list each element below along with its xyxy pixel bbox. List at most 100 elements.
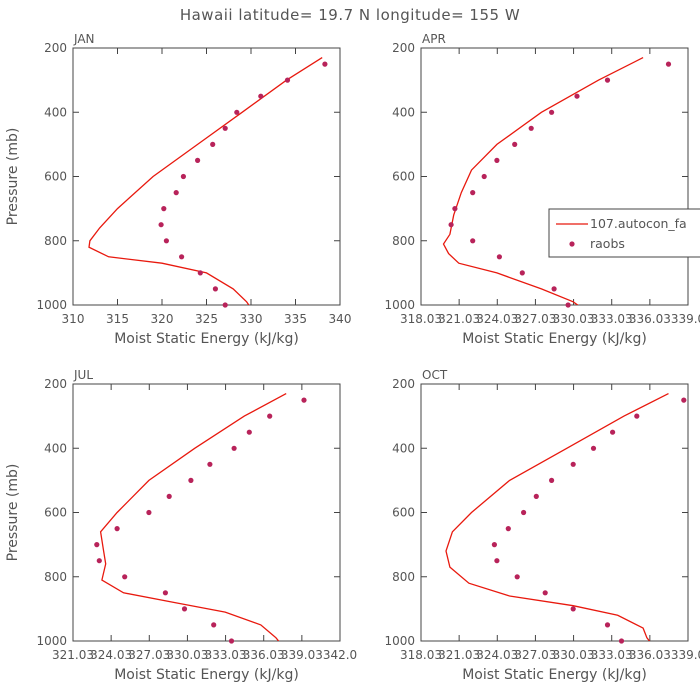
y-tick-label: 200 <box>44 41 67 55</box>
legend-obs-swatch <box>569 241 575 247</box>
obs-point <box>246 429 252 435</box>
obs-point <box>634 413 640 419</box>
obs-point <box>448 222 454 228</box>
panel-oct: OCT318.03321.03324.03327.03330.03333.033… <box>384 368 700 683</box>
x-tick-label: 336.03 <box>629 312 671 326</box>
panel-label: JAN <box>73 32 95 46</box>
x-tick-label: 321.03 <box>438 648 480 662</box>
obs-point <box>258 93 264 99</box>
obs-point <box>158 222 164 228</box>
obs-point <box>549 109 555 115</box>
x-tick-label: 325 <box>195 312 218 326</box>
x-tick-label: 327.03 <box>514 312 556 326</box>
panel-apr: APR318.03321.03324.03327.03330.03333.033… <box>384 32 700 347</box>
x-axis-title: Moist Static Energy (kJ/kg) <box>462 331 647 347</box>
y-tick-label: 1000 <box>384 634 415 648</box>
obs-point <box>188 477 194 483</box>
x-axis-title: Moist Static Energy (kJ/kg) <box>114 331 299 347</box>
panel-jul: JUL321.03324.03327.03330.03333.03336.033… <box>5 368 357 683</box>
legend-box <box>548 208 700 258</box>
y-tick-label: 200 <box>44 377 67 391</box>
obs-point <box>512 141 518 147</box>
obs-point <box>618 638 625 644</box>
x-tick-label: 321.03 <box>52 648 94 662</box>
x-tick-label: 333.03 <box>591 648 633 662</box>
model-series-line <box>88 57 323 305</box>
obs-point <box>551 286 557 292</box>
x-tick-label: 310 <box>62 312 85 326</box>
x-tick-label: 324.03 <box>476 312 518 326</box>
x-tick-label: 330.03 <box>553 648 595 662</box>
obs-point <box>570 461 576 467</box>
x-tick-label: 330.03 <box>553 312 595 326</box>
obs-point <box>590 445 597 451</box>
y-tick-label: 600 <box>44 506 67 520</box>
obs-point <box>173 190 179 196</box>
obs-point <box>542 590 548 596</box>
x-tick-label: 342.0 <box>323 648 357 662</box>
obs-point <box>207 461 213 467</box>
obs-point <box>94 542 100 548</box>
obs-point <box>570 606 576 612</box>
x-tick-label: 339.03 <box>281 648 323 662</box>
y-tick-label: 800 <box>44 570 67 584</box>
x-tick-label: 330 <box>240 312 263 326</box>
y-tick-label: 400 <box>44 105 67 119</box>
obs-point <box>222 125 228 131</box>
obs-point <box>228 638 235 644</box>
obs-point <box>212 286 218 292</box>
y-tick-label: 200 <box>392 377 415 391</box>
obs-point <box>222 302 228 308</box>
panel-label: JUL <box>73 368 93 382</box>
x-tick-label: 318.03 <box>400 648 442 662</box>
obs-point <box>604 77 611 83</box>
y-tick-label: 400 <box>392 441 415 455</box>
y-tick-label: 1000 <box>36 298 67 312</box>
obs-point <box>494 157 500 163</box>
obs-point <box>494 558 500 564</box>
y-tick-label: 600 <box>392 170 415 184</box>
obs-point <box>322 61 328 67</box>
obs-point <box>681 397 687 403</box>
obs-point <box>514 574 520 580</box>
obs-point <box>180 173 186 180</box>
model-series-line <box>445 393 669 641</box>
obs-point <box>470 190 476 196</box>
obs-point <box>604 622 611 628</box>
obs-point <box>533 493 539 499</box>
obs-point <box>665 61 672 67</box>
x-tick-label: 333.03 <box>591 312 633 326</box>
obs-point <box>179 254 185 260</box>
x-axis-title: Moist Static Energy (kJ/kg) <box>462 667 647 683</box>
obs-point <box>234 109 240 115</box>
obs-point <box>301 397 307 403</box>
x-tick-label: 327.03 <box>128 648 170 662</box>
y-tick-label: 600 <box>392 506 415 520</box>
x-tick-label: 335 <box>284 312 307 326</box>
obs-point <box>610 429 616 435</box>
plot-frame <box>72 47 341 306</box>
x-tick-label: 339.0 <box>671 312 700 326</box>
y-axis-title: Pressure (mb) <box>5 128 21 226</box>
obs-point <box>197 270 203 276</box>
plot-frame <box>420 47 689 306</box>
y-tick-label: 1000 <box>36 634 67 648</box>
x-tick-label: 336.03 <box>243 648 285 662</box>
obs-point <box>505 526 511 532</box>
obs-point <box>481 173 487 180</box>
obs-point <box>565 302 571 308</box>
y-tick-label: 400 <box>44 441 67 455</box>
y-tick-label: 800 <box>392 234 415 248</box>
y-tick-label: 600 <box>44 170 67 184</box>
model-series-line <box>99 393 287 641</box>
obs-point <box>491 542 497 548</box>
obs-point <box>549 477 555 483</box>
obs-point <box>96 558 102 564</box>
obs-point <box>231 445 237 451</box>
obs-point <box>267 413 273 419</box>
obs-point <box>470 238 476 244</box>
y-tick-label: 800 <box>392 570 415 584</box>
x-tick-label: 330.03 <box>166 648 208 662</box>
panel-label: OCT <box>422 368 448 382</box>
